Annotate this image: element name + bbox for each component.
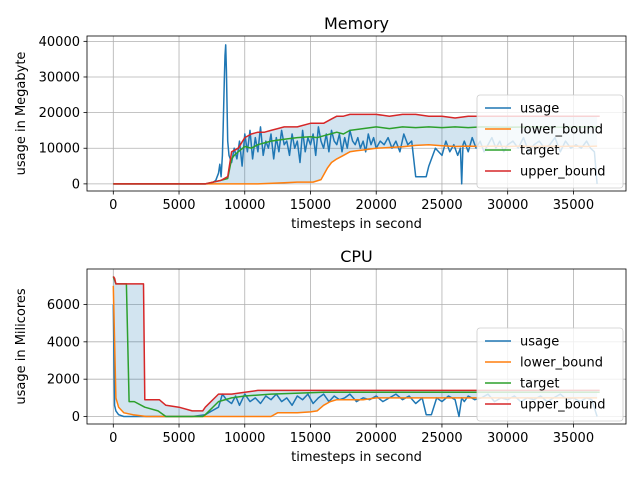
memory-legend-label-target: target bbox=[520, 144, 560, 159]
memory-y-axis-label: usage in Megabyte bbox=[14, 52, 29, 176]
memory-xtick-label-0: 0 bbox=[109, 198, 117, 213]
cpu-ytick-label-3: 6000 bbox=[47, 298, 80, 313]
cpu-x-axis-label: timesteps in second bbox=[291, 450, 422, 465]
cpu-legend-label-target: target bbox=[520, 377, 560, 392]
memory-legend-label-lower-bound: lower_bound bbox=[520, 123, 603, 138]
cpu-xtick-label-2: 10000 bbox=[224, 431, 265, 446]
memory-legend-label-usage: usage bbox=[520, 102, 559, 117]
memory-ytick-label-2: 20000 bbox=[39, 106, 80, 121]
cpu-chart-title: CPU bbox=[340, 247, 373, 266]
memory-series-target bbox=[113, 126, 600, 185]
memory-xtick-label-3: 15000 bbox=[290, 198, 331, 213]
cpu-xtick-label-3: 15000 bbox=[290, 431, 331, 446]
memory-chart-title: Memory bbox=[324, 14, 389, 33]
cpu-axes-frame bbox=[86, 268, 627, 425]
cpu-xtick-label-0: 0 bbox=[109, 431, 117, 446]
memory-series-upper-bound bbox=[113, 113, 600, 185]
cpu-ytick-label-1: 2000 bbox=[47, 373, 80, 388]
memory-xtick-label-2: 10000 bbox=[224, 198, 265, 213]
cpu-chart: 0 5000 10000 15000 20000 25000 30000 35000 0 2000… bbox=[14, 247, 627, 465]
cpu-legend-box bbox=[476, 327, 624, 422]
memory-xtick-label-6: 30000 bbox=[487, 198, 528, 213]
memory-legend-box bbox=[476, 94, 624, 189]
memory-ytick-label-1: 10000 bbox=[39, 142, 80, 157]
memory-chart: 0 5000 10000 15000 20000 25000 30000 35000 0 1000… bbox=[14, 14, 627, 232]
memory-xtick-label-5: 25000 bbox=[421, 198, 462, 213]
cpu-xtick-label-4: 20000 bbox=[356, 431, 397, 446]
cpu-legend-label-lower-bound: lower_bound bbox=[520, 356, 603, 371]
memory-xtick-label-7: 35000 bbox=[553, 198, 594, 213]
memory-xtick-label-1: 5000 bbox=[162, 198, 195, 213]
memory-x-axis-label: timesteps in second bbox=[291, 217, 422, 232]
cpu-ytick-label-2: 4000 bbox=[47, 335, 80, 350]
memory-xtick-label-4: 20000 bbox=[356, 198, 397, 213]
cpu-y-axis-label: usage in Milicores bbox=[14, 288, 29, 405]
cpu-ytick-label-0: 0 bbox=[72, 410, 80, 425]
cpu-xtick-label-5: 25000 bbox=[421, 431, 462, 446]
memory-ytick-label-0: 0 bbox=[72, 177, 80, 192]
memory-ytick-label-4: 40000 bbox=[39, 35, 80, 50]
memory-axes-frame bbox=[86, 35, 627, 192]
memory-legend-label-upper-bound: upper_bound bbox=[520, 165, 606, 180]
cpu-legend-label-usage: usage bbox=[520, 335, 559, 350]
memory-bounds-fill bbox=[113, 114, 598, 184]
cpu-series-upper-bound bbox=[112, 276, 600, 412]
cpu-xtick-label-6: 30000 bbox=[487, 431, 528, 446]
cpu-xtick-label-1: 5000 bbox=[162, 431, 195, 446]
cpu-xtick-label-7: 35000 bbox=[553, 431, 594, 446]
cpu-legend-label-upper-bound: upper_bound bbox=[520, 398, 606, 413]
memory-ytick-label-3: 30000 bbox=[39, 70, 80, 85]
